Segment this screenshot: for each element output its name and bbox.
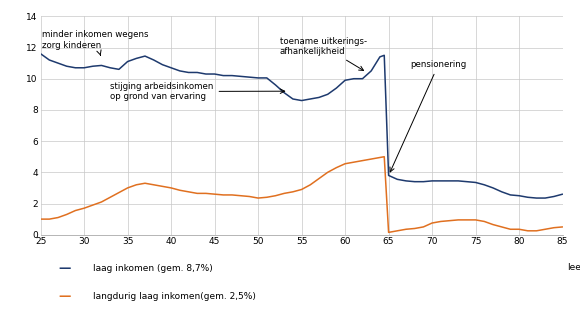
Text: langdurig laag inkomen(gem. 2,5%): langdurig laag inkomen(gem. 2,5%) [93,292,256,301]
Text: stijging arbeidsinkomen
op grond van ervaring: stijging arbeidsinkomen op grond van erv… [110,82,285,101]
Text: minder inkomen wegens
zorg kinderen: minder inkomen wegens zorg kinderen [42,30,149,55]
Text: —: — [58,290,70,303]
Text: —: — [58,262,70,275]
Text: pensionering: pensionering [390,60,466,172]
Text: toename uitkerings-
afhankelijkheid: toename uitkerings- afhankelijkheid [280,37,367,70]
Text: leeftijd: leeftijd [567,263,580,272]
Text: laag inkomen (gem. 8,7%): laag inkomen (gem. 8,7%) [93,264,212,274]
